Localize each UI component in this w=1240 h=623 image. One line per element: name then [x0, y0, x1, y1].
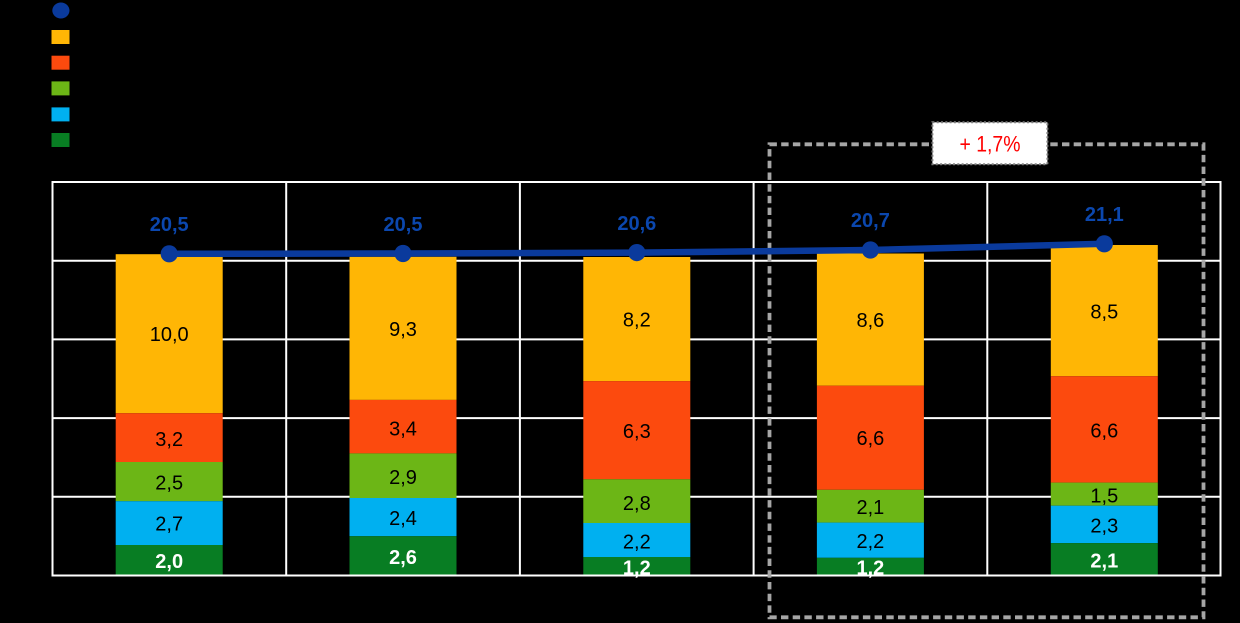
svg-text:+ 1,7%: + 1,7%	[960, 132, 1021, 157]
svg-text:10,0: 10,0	[150, 324, 189, 346]
svg-text:20,6: 20,6	[617, 213, 656, 235]
svg-text:3,4: 3,4	[389, 418, 417, 440]
svg-text:20,5: 20,5	[384, 214, 423, 236]
svg-text:2,7: 2,7	[155, 514, 183, 536]
svg-text:2,1: 2,1	[1090, 550, 1118, 572]
svg-text:2,2: 2,2	[856, 531, 884, 553]
svg-text:2,9: 2,9	[389, 467, 417, 489]
svg-text:8,2: 8,2	[623, 309, 651, 331]
svg-text:20,5: 20,5	[150, 214, 189, 236]
svg-text:21,1: 21,1	[1085, 204, 1124, 226]
svg-text:2,3: 2,3	[1090, 515, 1118, 537]
svg-text:9,3: 9,3	[389, 319, 417, 341]
svg-text:20,7: 20,7	[851, 210, 890, 232]
svg-text:2,5: 2,5	[155, 473, 183, 495]
svg-text:6,6: 6,6	[1090, 420, 1118, 442]
svg-text:2,2: 2,2	[623, 531, 651, 553]
svg-text:6,6: 6,6	[856, 428, 884, 450]
svg-text:8,6: 8,6	[856, 310, 884, 332]
svg-text:2,4: 2,4	[389, 508, 417, 530]
svg-text:8,5: 8,5	[1090, 302, 1118, 324]
svg-text:6,3: 6,3	[623, 421, 651, 443]
svg-text:3,2: 3,2	[155, 429, 183, 451]
svg-text:1,5: 1,5	[1090, 485, 1118, 507]
svg-text:2,8: 2,8	[623, 493, 651, 515]
svg-text:2,1: 2,1	[856, 497, 884, 519]
svg-text:2,0: 2,0	[155, 551, 183, 573]
svg-text:2,6: 2,6	[389, 547, 417, 569]
svg-text:1,2: 1,2	[856, 557, 884, 579]
svg-text:1,2: 1,2	[623, 557, 651, 579]
